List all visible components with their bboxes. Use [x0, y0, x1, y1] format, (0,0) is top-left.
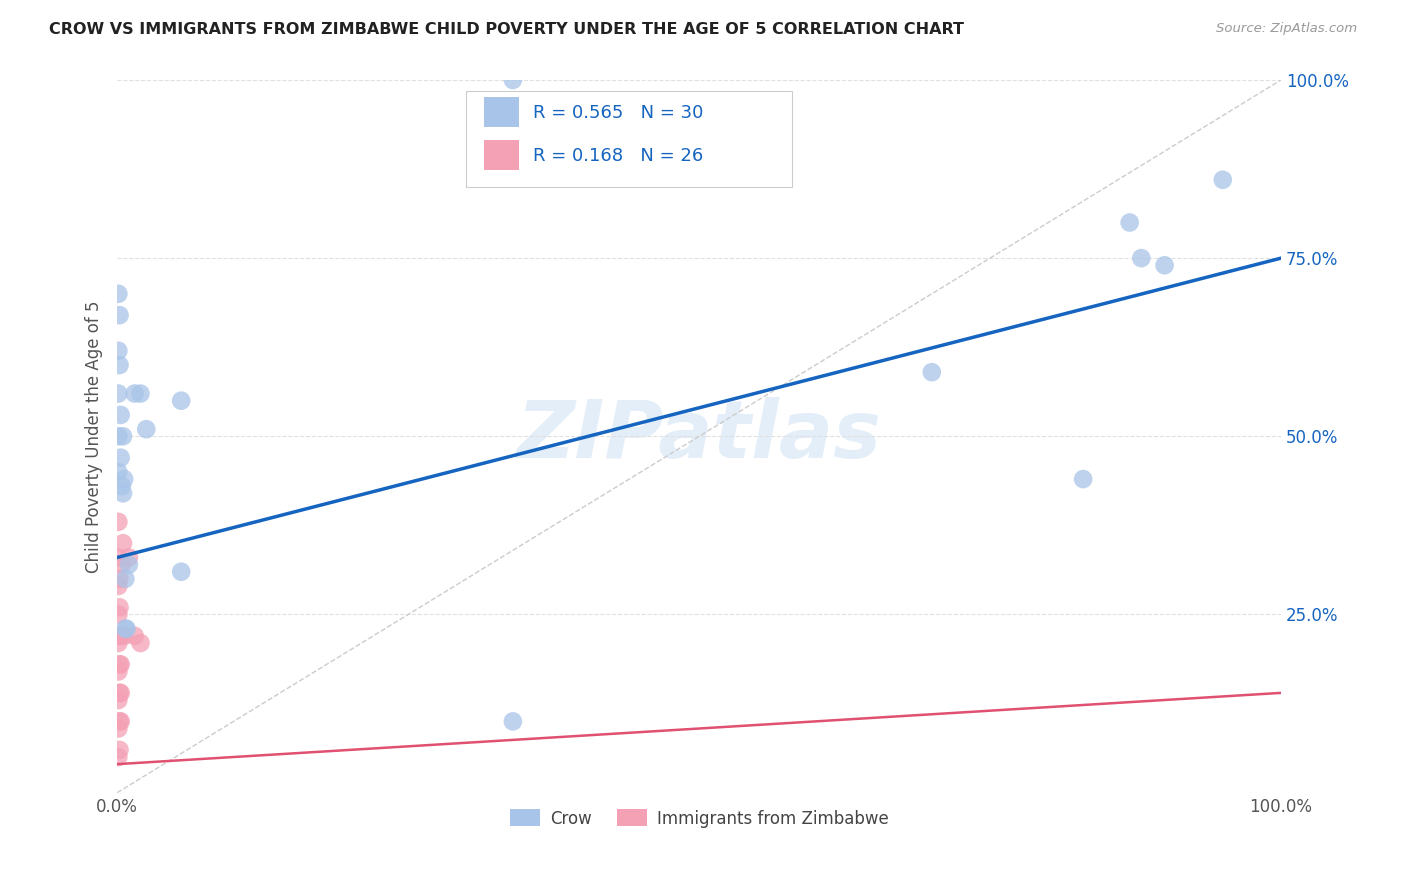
Point: [107, 429, 129, 443]
Text: R = 0.565   N = 30: R = 0.565 N = 30: [533, 103, 703, 122]
Point: [108, 572, 131, 586]
Point: [111, 486, 134, 500]
Point: [502, 714, 524, 729]
Point: [1212, 173, 1234, 187]
Point: [111, 558, 134, 572]
Point: [108, 686, 131, 700]
Point: [114, 622, 136, 636]
Point: [107, 286, 129, 301]
Point: [110, 657, 132, 672]
Point: [107, 636, 129, 650]
Point: [1153, 258, 1175, 272]
Point: [1118, 215, 1140, 229]
Point: [129, 636, 152, 650]
Point: [129, 386, 152, 401]
Point: [118, 558, 141, 572]
Point: [110, 686, 132, 700]
Point: [110, 408, 132, 422]
Point: [108, 714, 131, 729]
Point: [107, 550, 129, 565]
Point: [107, 693, 129, 707]
Y-axis label: Child Poverty Under the Age of 5: Child Poverty Under the Age of 5: [86, 300, 103, 573]
Point: [107, 579, 129, 593]
Point: [108, 743, 131, 757]
Point: [111, 429, 134, 443]
Point: [107, 722, 129, 736]
FancyBboxPatch shape: [484, 140, 519, 169]
Text: CROW VS IMMIGRANTS FROM ZIMBABWE CHILD POVERTY UNDER THE AGE OF 5 CORRELATION CH: CROW VS IMMIGRANTS FROM ZIMBABWE CHILD P…: [49, 22, 965, 37]
Point: [1071, 472, 1094, 486]
Point: [1130, 251, 1153, 265]
Point: [108, 358, 131, 372]
Point: [107, 665, 129, 679]
Text: ZIPatlas: ZIPatlas: [516, 397, 882, 475]
Point: [108, 657, 131, 672]
Point: [124, 386, 146, 401]
Legend: Crow, Immigrants from Zimbabwe: Crow, Immigrants from Zimbabwe: [503, 803, 896, 834]
Point: [110, 450, 132, 465]
Text: R = 0.168   N = 26: R = 0.168 N = 26: [533, 146, 703, 164]
Point: [124, 629, 146, 643]
Point: [115, 622, 138, 636]
Point: [107, 343, 129, 358]
Point: [502, 73, 524, 87]
Point: [107, 750, 129, 764]
Point: [108, 308, 131, 322]
FancyBboxPatch shape: [484, 97, 519, 127]
Point: [107, 465, 129, 479]
Text: Source: ZipAtlas.com: Source: ZipAtlas.com: [1216, 22, 1357, 36]
Point: [107, 607, 129, 622]
Point: [112, 629, 135, 643]
Point: [107, 515, 129, 529]
Point: [170, 393, 193, 408]
Point: [118, 550, 141, 565]
Point: [108, 600, 131, 615]
Point: [111, 536, 134, 550]
Point: [110, 714, 132, 729]
Point: [921, 365, 943, 379]
Point: [110, 629, 132, 643]
Point: [108, 629, 131, 643]
Point: [112, 472, 135, 486]
Point: [135, 422, 157, 436]
Point: [111, 479, 134, 493]
Point: [170, 565, 193, 579]
FancyBboxPatch shape: [467, 91, 792, 187]
Point: [114, 572, 136, 586]
Point: [107, 386, 129, 401]
